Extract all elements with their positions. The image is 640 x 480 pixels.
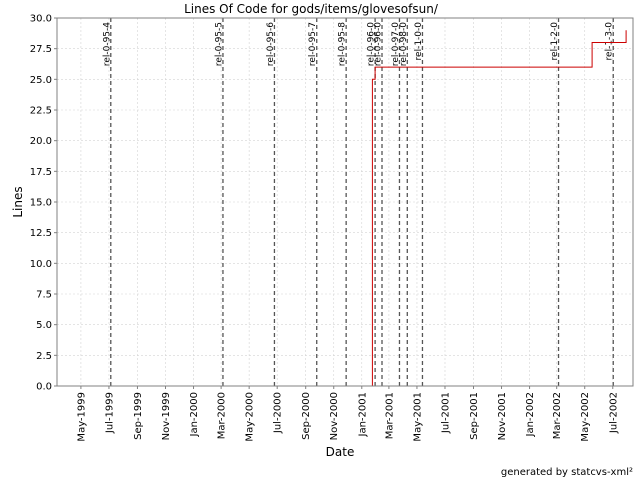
x-tick-label: Jan-2001 bbox=[357, 392, 368, 437]
chart-title: Lines Of Code for gods/items/glovesofsun… bbox=[184, 2, 439, 16]
release-marker-label: rel-0-98-0 bbox=[399, 22, 409, 66]
x-tick-label: Nov-1999 bbox=[161, 392, 172, 440]
x-tick-label: Mar-2001 bbox=[384, 392, 395, 439]
release-marker-label: rel-0-95-8 bbox=[338, 22, 348, 66]
x-tick-label: Jan-2000 bbox=[189, 392, 200, 437]
data-series bbox=[57, 30, 627, 387]
release-marker-label: rel-1-2-0 bbox=[550, 22, 560, 61]
y-tick-label: 15.0 bbox=[30, 198, 52, 209]
y-tick-label: 17.5 bbox=[30, 167, 52, 178]
release-marker-label: rel-0-95-5 bbox=[214, 22, 224, 66]
x-tick-label: Sep-2001 bbox=[469, 392, 480, 440]
x-tick-label: Nov-2001 bbox=[497, 392, 508, 440]
x-tick-label: Jan-2002 bbox=[525, 392, 536, 437]
release-marker-label: rel-0-96-0 bbox=[367, 22, 377, 66]
x-tick-label: Sep-2000 bbox=[301, 392, 312, 440]
gridlines bbox=[57, 18, 633, 386]
x-tick-label: Mar-2002 bbox=[552, 392, 563, 439]
x-tick-label: May-2002 bbox=[580, 392, 591, 442]
y-tick-label: 22.5 bbox=[30, 106, 52, 117]
lines-series bbox=[57, 30, 627, 387]
release-marker-label: rel-0-97-0 bbox=[391, 22, 401, 66]
x-tick-label: May-2000 bbox=[245, 392, 256, 442]
x-tick-label: Jul-2002 bbox=[608, 392, 619, 434]
x-axis: May-1999 Jul-1999 Sep-1999 Nov-1999 Jan-2000… bbox=[76, 386, 619, 442]
release-marker-label: rel-0-95-7 bbox=[308, 22, 318, 66]
generated-by-credit: generated by statcvs-xml² bbox=[501, 467, 633, 478]
release-markers: rel-0-95-4 rel-0-95-5 rel-0-95-6 rel-0-95-7… bbox=[102, 18, 615, 386]
x-tick-label: Jul-2001 bbox=[440, 392, 451, 434]
y-tick-label: 10.0 bbox=[30, 259, 52, 270]
x-tick-label: Nov-2000 bbox=[329, 392, 340, 440]
x-tick-label: May-2001 bbox=[412, 392, 423, 442]
release-marker-label: rel-0-96-0 bbox=[374, 22, 384, 66]
y-tick-label: 27.5 bbox=[30, 44, 52, 55]
x-tick-label: Jul-1999 bbox=[104, 392, 115, 434]
release-marker-label: rel-1-3-0 bbox=[605, 22, 615, 61]
release-marker-label: rel-0-95-4 bbox=[102, 22, 112, 66]
y-tick-label: 20.0 bbox=[30, 136, 52, 147]
x-axis-label: Date bbox=[326, 445, 355, 459]
x-tick-label: Mar-2000 bbox=[217, 392, 228, 439]
y-axis-label: Lines bbox=[11, 186, 25, 217]
y-tick-label: 0.0 bbox=[36, 382, 52, 393]
y-tick-label: 5.0 bbox=[36, 320, 52, 331]
x-tick-label: Sep-1999 bbox=[133, 392, 144, 440]
y-tick-label: 7.5 bbox=[36, 290, 52, 301]
x-tick-label: May-1999 bbox=[76, 392, 87, 442]
y-tick-label: 2.5 bbox=[36, 351, 52, 362]
x-tick-label: Jul-2000 bbox=[273, 392, 284, 434]
y-tick-label: 25.0 bbox=[30, 75, 52, 86]
release-marker-label: rel-0-95-6 bbox=[266, 22, 276, 66]
release-marker-label: rel-1-0-0 bbox=[414, 22, 424, 61]
y-tick-label: 30.0 bbox=[30, 14, 52, 25]
y-tick-label: 12.5 bbox=[30, 228, 52, 239]
y-axis: 0.0 2.5 5.0 7.5 10.0 12.5 15.0 17.5 20.0 22.5 25.0… bbox=[30, 14, 57, 393]
